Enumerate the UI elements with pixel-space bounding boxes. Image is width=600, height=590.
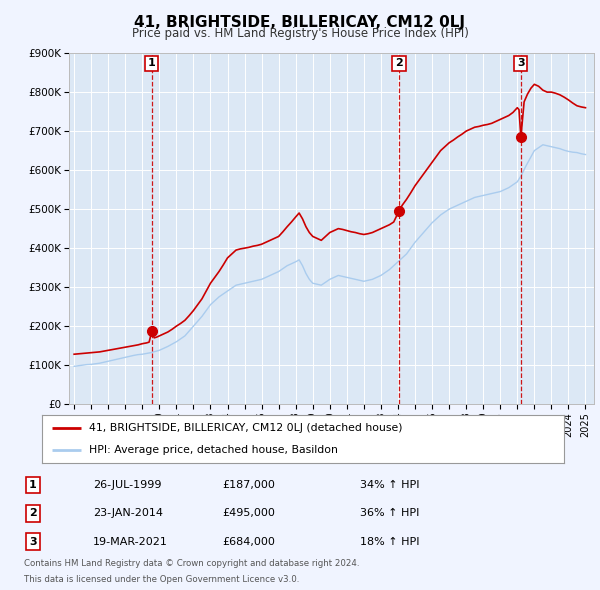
Text: 1: 1 xyxy=(29,480,37,490)
Text: 3: 3 xyxy=(29,537,37,546)
Text: 3: 3 xyxy=(517,58,524,68)
Text: This data is licensed under the Open Government Licence v3.0.: This data is licensed under the Open Gov… xyxy=(24,575,299,584)
Text: £187,000: £187,000 xyxy=(222,480,275,490)
Text: 1: 1 xyxy=(148,58,156,68)
Text: £495,000: £495,000 xyxy=(222,509,275,518)
Text: 23-JAN-2014: 23-JAN-2014 xyxy=(93,509,163,518)
Text: 41, BRIGHTSIDE, BILLERICAY, CM12 0LJ: 41, BRIGHTSIDE, BILLERICAY, CM12 0LJ xyxy=(134,15,466,30)
Text: Contains HM Land Registry data © Crown copyright and database right 2024.: Contains HM Land Registry data © Crown c… xyxy=(24,559,359,568)
Text: 2: 2 xyxy=(29,509,37,518)
Text: HPI: Average price, detached house, Basildon: HPI: Average price, detached house, Basi… xyxy=(89,445,338,455)
Text: £684,000: £684,000 xyxy=(222,537,275,546)
Text: 26-JUL-1999: 26-JUL-1999 xyxy=(93,480,161,490)
Text: 18% ↑ HPI: 18% ↑ HPI xyxy=(360,537,419,546)
Text: 41, BRIGHTSIDE, BILLERICAY, CM12 0LJ (detached house): 41, BRIGHTSIDE, BILLERICAY, CM12 0LJ (de… xyxy=(89,423,403,433)
Text: Price paid vs. HM Land Registry's House Price Index (HPI): Price paid vs. HM Land Registry's House … xyxy=(131,27,469,40)
Text: 19-MAR-2021: 19-MAR-2021 xyxy=(93,537,168,546)
Text: 36% ↑ HPI: 36% ↑ HPI xyxy=(360,509,419,518)
Text: 2: 2 xyxy=(395,58,403,68)
Text: 34% ↑ HPI: 34% ↑ HPI xyxy=(360,480,419,490)
